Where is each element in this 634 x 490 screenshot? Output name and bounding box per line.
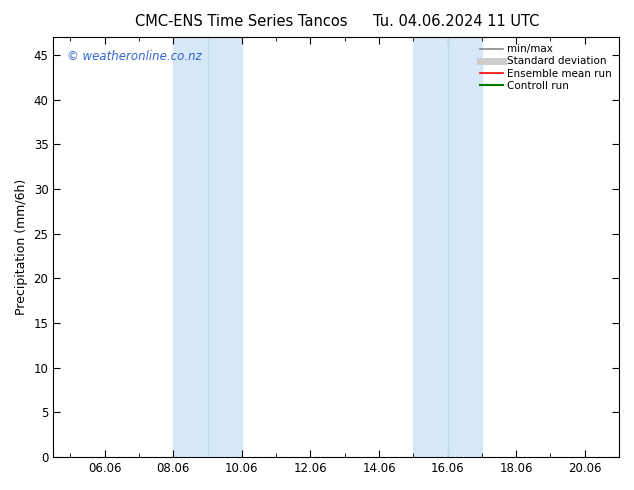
Text: Tu. 04.06.2024 11 UTC: Tu. 04.06.2024 11 UTC (373, 14, 540, 29)
Bar (173, 37, 242, 457)
Bar (413, 37, 482, 457)
Legend: min/max, Standard deviation, Ensemble mean run, Controll run: min/max, Standard deviation, Ensemble me… (478, 42, 614, 93)
Text: © weatheronline.co.nz: © weatheronline.co.nz (67, 49, 202, 63)
Y-axis label: Precipitation (mm/6h): Precipitation (mm/6h) (15, 179, 28, 315)
Text: CMC-ENS Time Series Tancos: CMC-ENS Time Series Tancos (134, 14, 347, 29)
